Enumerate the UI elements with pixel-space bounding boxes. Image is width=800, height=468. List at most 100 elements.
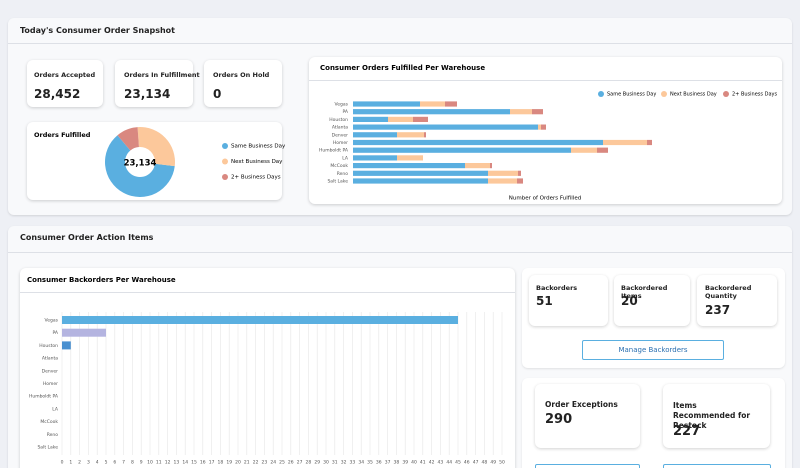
x-tick-label: 5: [105, 460, 108, 466]
x-tick-label: 49: [490, 460, 496, 466]
bar-segment: [603, 139, 647, 146]
x-tick-label: 0: [61, 460, 64, 466]
y-tick-label: LA: [342, 155, 349, 161]
x-tick-label: 46: [464, 460, 470, 466]
chart-title: Consumer Orders Fulfilled Per Warehouse: [320, 64, 485, 72]
divider: [8, 252, 792, 253]
x-tick-label: 13: [174, 460, 180, 466]
donut-slice: [137, 126, 175, 167]
x-tick-label: 11: [156, 460, 162, 466]
bar-segment: [353, 139, 603, 146]
bar-segment: [532, 109, 543, 115]
button[interactable]: [535, 464, 640, 468]
bar-segment: [424, 132, 426, 138]
y-tick-label: Humboldt PA: [29, 394, 59, 400]
x-tick-label: 18: [218, 460, 224, 466]
x-tick-label: 3: [87, 460, 90, 466]
kpi-label: Orders In Fulfillment: [124, 71, 200, 79]
legend-swatch: [598, 91, 604, 97]
x-tick-label: 29: [314, 460, 320, 466]
legend-label: Next Business Day: [231, 159, 283, 165]
x-tick-label: 6: [113, 460, 116, 466]
legend-label: Same Business Day: [231, 144, 286, 150]
kpi-label: Backorders: [536, 284, 578, 292]
legend-label: 2+ Business Days: [732, 92, 777, 98]
bar-segment: [488, 178, 517, 184]
x-tick-label: 27: [297, 460, 303, 466]
x-tick-label: 8: [131, 460, 134, 466]
x-tick-label: 35: [367, 460, 373, 466]
bar-segment: [353, 109, 510, 115]
x-tick-label: 21: [244, 460, 250, 466]
bar-segment: [541, 124, 546, 130]
x-tick-label: 17: [209, 460, 215, 466]
bar-segment: [465, 163, 490, 169]
x-tick-label: 22: [253, 460, 259, 466]
x-tick-label: 34: [358, 460, 364, 466]
y-tick-label: Homer: [43, 381, 58, 387]
bar-segment: [647, 139, 652, 146]
y-tick-label: McCook: [330, 163, 348, 169]
x-tick-label: 9: [140, 460, 143, 466]
bar-segment: [490, 163, 492, 169]
y-tick-label: Atlanta: [332, 125, 348, 131]
x-tick-label: 26: [288, 460, 294, 466]
bar-segment: [353, 170, 488, 176]
y-tick-label: PA: [342, 109, 348, 115]
kpi-card: [697, 275, 777, 326]
bar-segment: [571, 147, 597, 153]
x-tick-label: 31: [332, 460, 338, 466]
y-tick-label: McCook: [40, 419, 58, 425]
y-tick-label: Vegas: [335, 102, 349, 108]
bar-segment: [510, 109, 532, 115]
y-tick-label: Salt Lake: [327, 179, 348, 185]
y-tick-label: Houston: [39, 343, 58, 349]
kpi-value: 20: [621, 294, 638, 308]
x-tick-label: 33: [350, 460, 356, 466]
bar-segment: [353, 116, 388, 122]
legend-label: Same Business Day: [607, 92, 656, 98]
x-tick-label: 19: [226, 460, 232, 466]
x-tick-label: 47: [473, 460, 479, 466]
x-tick-label: 2: [78, 460, 81, 466]
bar-segment: [397, 155, 423, 161]
kpi-value: 51: [536, 294, 553, 308]
x-tick-label: 39: [402, 460, 408, 466]
kpi-value: 237: [705, 303, 731, 317]
button[interactable]: [663, 464, 771, 468]
chart-title: Orders Fulfilled: [34, 131, 91, 139]
x-tick-label: 40: [411, 460, 417, 466]
bar-segment: [353, 124, 538, 130]
kpi-card: [663, 384, 770, 448]
y-tick-label: PA: [52, 330, 58, 336]
kpi-label: Backordered Quantity: [705, 284, 752, 300]
kpi-card: [115, 60, 193, 107]
bar-segment: [397, 132, 424, 138]
y-tick-label: Humboldt PA: [319, 148, 349, 154]
y-tick-label: Denver: [332, 132, 349, 138]
y-tick-label: Atlanta: [42, 356, 58, 362]
x-tick-label: 10: [147, 460, 153, 466]
y-tick-label: Homer: [333, 140, 348, 146]
x-tick-label: 36: [376, 460, 382, 466]
kpi-card: [614, 275, 690, 326]
legend-swatch: [222, 174, 228, 180]
section-title: Today's Consumer Order Snapshot: [20, 26, 175, 35]
legend-swatch: [661, 91, 667, 97]
manage-backorders-button[interactable]: Manage Backorders: [582, 340, 724, 360]
kpi-card: [27, 60, 103, 107]
bar: [62, 341, 71, 350]
kpi-label: Items Recommended for Restock: [673, 401, 751, 430]
x-tick-label: 16: [200, 460, 206, 466]
x-tick-label: 30: [323, 460, 329, 466]
kpi-label: Orders On Hold: [213, 71, 270, 79]
bar-segment: [353, 147, 571, 153]
y-tick-label: Houston: [329, 117, 348, 123]
x-tick-label: 20: [235, 460, 241, 466]
x-tick-label: 24: [270, 460, 276, 466]
kpi-value: 290: [545, 412, 573, 427]
kpi-value: 28,452: [34, 87, 81, 101]
donut-center-label: 23,134: [124, 159, 157, 169]
